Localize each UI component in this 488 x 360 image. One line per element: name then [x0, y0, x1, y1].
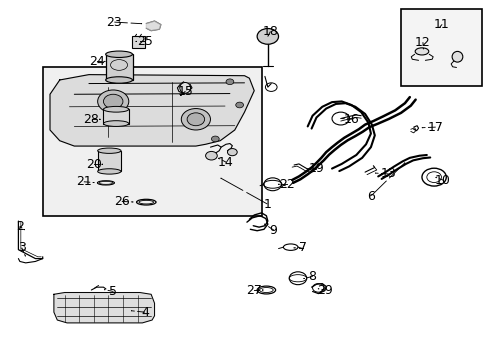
Text: 14: 14: [218, 156, 233, 168]
Text: 26: 26: [114, 195, 130, 208]
Text: 20: 20: [86, 158, 102, 171]
Ellipse shape: [105, 77, 132, 83]
Polygon shape: [146, 21, 161, 31]
Text: 27: 27: [246, 284, 262, 297]
Text: 17: 17: [427, 121, 443, 134]
Ellipse shape: [98, 169, 121, 174]
Text: 4: 4: [141, 306, 148, 319]
Text: 1: 1: [264, 198, 271, 211]
Bar: [42, 67, 261, 216]
Circle shape: [235, 102, 243, 108]
Circle shape: [227, 149, 237, 156]
Text: 9: 9: [269, 224, 277, 237]
Circle shape: [187, 113, 204, 126]
Text: 24: 24: [89, 55, 104, 68]
Ellipse shape: [414, 48, 428, 55]
Text: 29: 29: [317, 284, 332, 297]
Text: 19: 19: [308, 162, 324, 175]
Polygon shape: [54, 293, 154, 323]
Text: 28: 28: [83, 113, 99, 126]
Text: 10: 10: [434, 174, 450, 186]
Bar: [106, 54, 132, 80]
Text: 22: 22: [279, 178, 295, 191]
Circle shape: [103, 94, 122, 109]
Text: 3: 3: [18, 241, 26, 255]
Bar: [103, 109, 128, 123]
Ellipse shape: [98, 148, 121, 153]
Text: 13: 13: [380, 167, 395, 180]
Circle shape: [181, 109, 210, 130]
Bar: [400, 9, 481, 86]
Text: 12: 12: [414, 36, 430, 49]
Text: 5: 5: [109, 285, 117, 298]
Text: 15: 15: [177, 85, 193, 98]
Circle shape: [98, 90, 128, 113]
Text: 21: 21: [76, 175, 92, 188]
Ellipse shape: [180, 82, 190, 93]
Bar: [98, 151, 121, 171]
Ellipse shape: [103, 121, 128, 126]
Bar: [131, 36, 145, 48]
Text: 18: 18: [262, 25, 278, 38]
Text: 11: 11: [433, 18, 449, 31]
Text: 7: 7: [298, 241, 306, 255]
Circle shape: [211, 136, 219, 142]
Ellipse shape: [451, 51, 462, 62]
Ellipse shape: [105, 51, 132, 58]
Circle shape: [257, 28, 278, 44]
Polygon shape: [50, 75, 254, 146]
Text: 2: 2: [16, 220, 24, 233]
Text: 23: 23: [106, 15, 122, 28]
Ellipse shape: [103, 107, 128, 112]
Text: 6: 6: [366, 190, 374, 203]
Text: 16: 16: [343, 113, 359, 126]
Circle shape: [225, 79, 233, 85]
Text: 25: 25: [137, 35, 152, 48]
Circle shape: [205, 152, 217, 160]
Text: 8: 8: [308, 270, 316, 283]
